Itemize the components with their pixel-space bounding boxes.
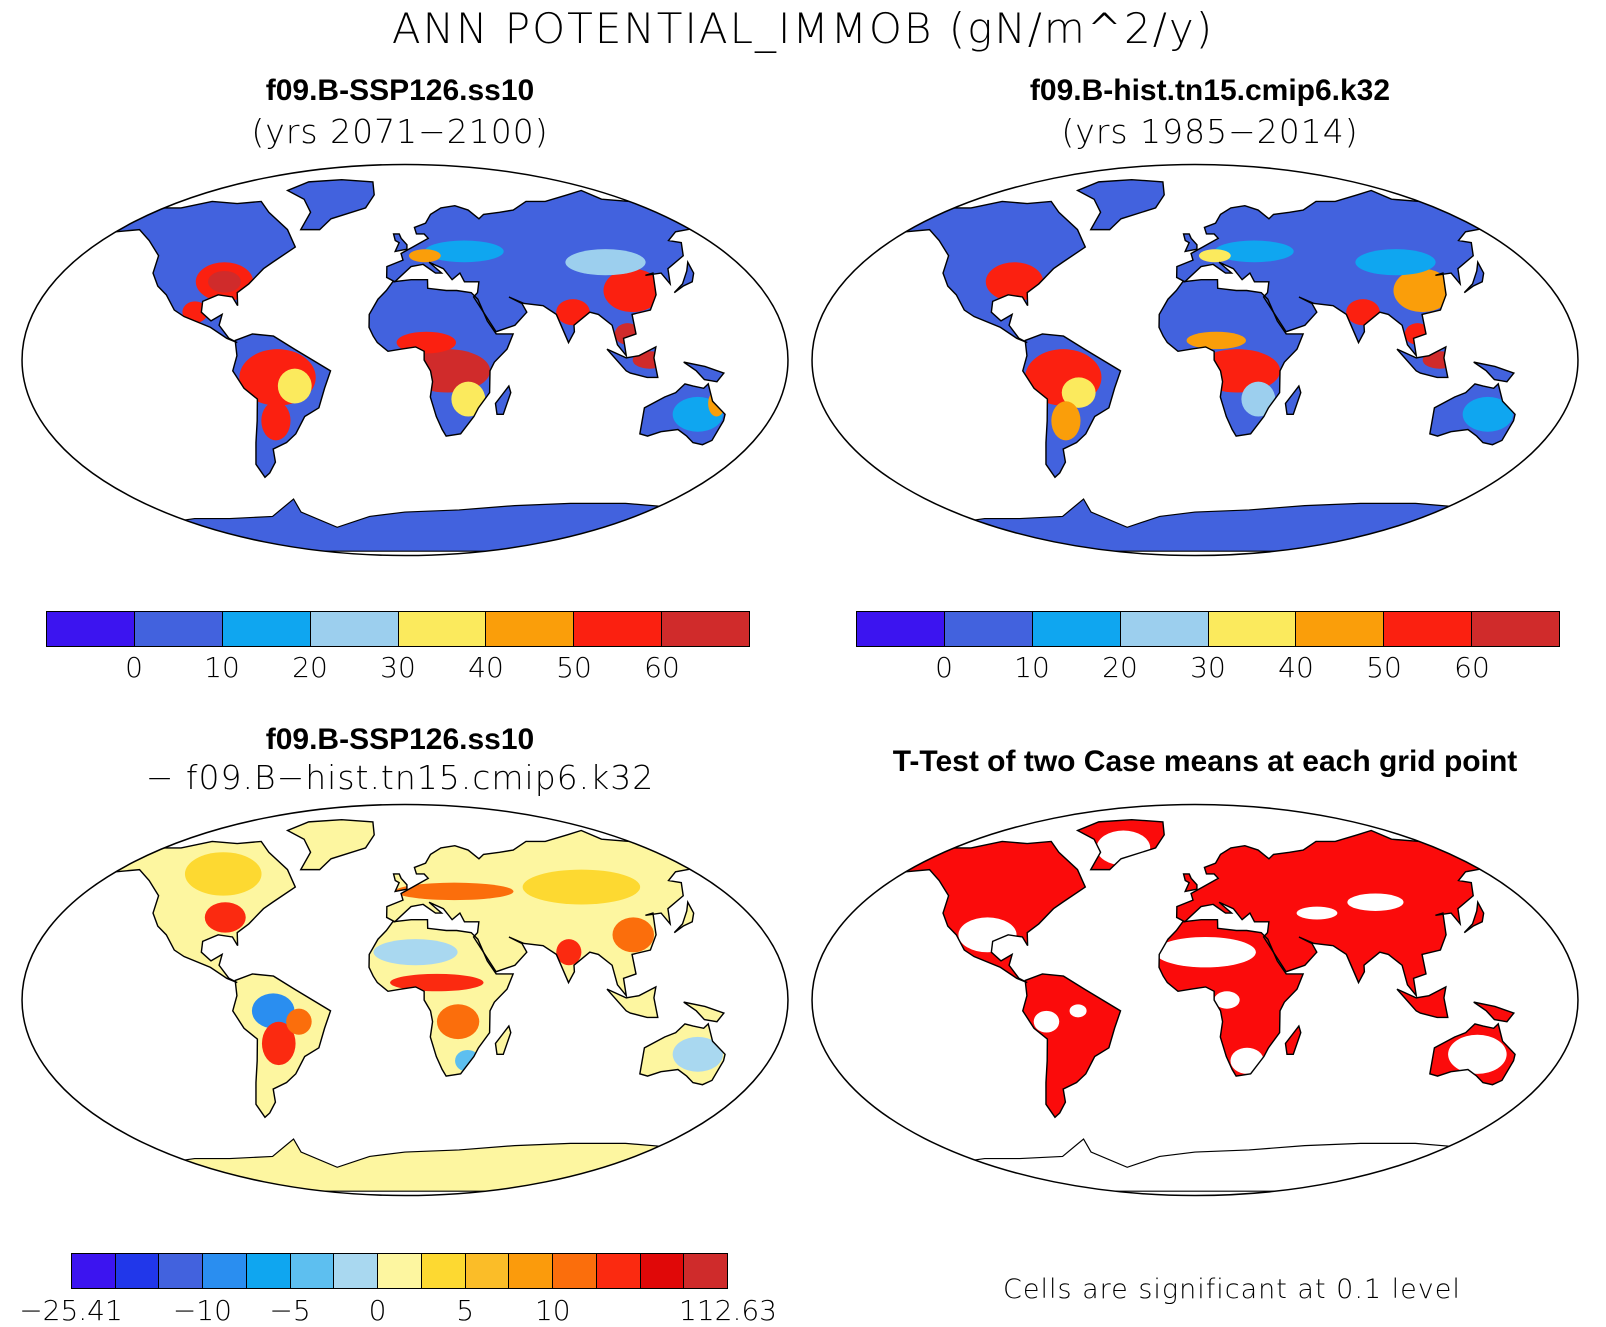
colorbar-swatch (465, 1254, 510, 1288)
colorbar-tick-label: 40 (1278, 651, 1314, 684)
colorbar-swatch (944, 612, 1033, 646)
colorbar-swatch (857, 612, 945, 646)
panel-1-title: f09.B-SSP126.ss10 (265, 74, 535, 107)
map-case1 (21, 163, 789, 557)
colorbar-tick-label: 20 (1102, 651, 1138, 684)
colorbar-swatch (1472, 612, 1559, 646)
panel-4-title: T-Test of two Case means at each grid po… (892, 745, 1518, 778)
map-case2 (811, 163, 1579, 557)
colorbar-case2 (856, 611, 1560, 647)
colorbar-swatch (596, 1254, 641, 1288)
map-difference (21, 803, 789, 1197)
colorbar-tick-label: 20 (292, 651, 328, 684)
colorbar-swatch (115, 1254, 160, 1288)
colorbar-swatch (1120, 612, 1209, 646)
colorbar-swatch (1208, 612, 1297, 646)
colorbar-tick-label: 0 (935, 651, 953, 684)
colorbar-swatch (72, 1254, 116, 1288)
colorbar-swatch (398, 612, 487, 646)
panel-1-subtitle: (yrs 2071−2100) (251, 112, 549, 151)
colorbar-swatch (310, 612, 399, 646)
colorbar-tick-label: 10 (1014, 651, 1050, 684)
colorbar-swatch (246, 1254, 291, 1288)
colorbar-tick-label: 112.63 (679, 1294, 777, 1327)
figure-title: ANN POTENTIAL_IMMOB (gN/m^2/y) (391, 4, 1215, 53)
panel-3-title: f09.B-SSP126.ss10 (265, 723, 535, 756)
colorbar-tick-label: 60 (1454, 651, 1490, 684)
colorbar-swatch (222, 612, 311, 646)
colorbar-tick-label: 60 (644, 651, 680, 684)
colorbar-swatch (486, 612, 575, 646)
colorbar-tick-label: 10 (204, 651, 240, 684)
colorbar-case1 (46, 611, 750, 647)
colorbar-swatch (378, 1254, 422, 1288)
colorbar-tick-label: 30 (380, 651, 416, 684)
panel-2-subtitle: (yrs 1985−2014) (1061, 112, 1359, 151)
colorbar-tick-label: 40 (468, 651, 504, 684)
colorbar-swatch (574, 612, 663, 646)
panel-2-title: f09.B-hist.tn15.cmip6.k32 (1029, 74, 1391, 107)
panel-3-subtitle: − f09.B−hist.tn15.cmip6.k32 (145, 758, 655, 797)
colorbar-swatch (203, 1254, 247, 1288)
colorbar-swatch (290, 1254, 335, 1288)
colorbar-swatch (159, 1254, 204, 1288)
colorbar-swatch (509, 1254, 554, 1288)
colorbar-tick-label: 10 (534, 1294, 571, 1327)
colorbar-tick-label: −5 (269, 1294, 311, 1327)
colorbar-swatch (553, 1254, 597, 1288)
map-significance (811, 803, 1579, 1197)
colorbar-tick-label: −25.41 (19, 1294, 123, 1327)
colorbar-difference (71, 1253, 728, 1289)
colorbar-swatch (640, 1254, 685, 1288)
colorbar-tick-label: 5 (456, 1294, 475, 1327)
colorbar-tick-label: 0 (125, 651, 143, 684)
colorbar-tick-label: 50 (1366, 651, 1402, 684)
significance-footnote: Cells are significant at 0.1 level (1003, 1274, 1461, 1305)
colorbar-tick-label: 50 (556, 651, 592, 684)
colorbar-tick-label: 0 (368, 1294, 387, 1327)
colorbar-swatch (1032, 612, 1121, 646)
colorbar-tick-label: 30 (1190, 651, 1226, 684)
colorbar-tick-label: −10 (172, 1294, 232, 1327)
colorbar-swatch (134, 612, 223, 646)
colorbar-swatch (421, 1254, 466, 1288)
colorbar-swatch (1384, 612, 1473, 646)
colorbar-swatch (684, 1254, 728, 1288)
colorbar-swatch (47, 612, 135, 646)
colorbar-swatch (1296, 612, 1385, 646)
colorbar-swatch (334, 1254, 379, 1288)
colorbar-swatch (662, 612, 749, 646)
